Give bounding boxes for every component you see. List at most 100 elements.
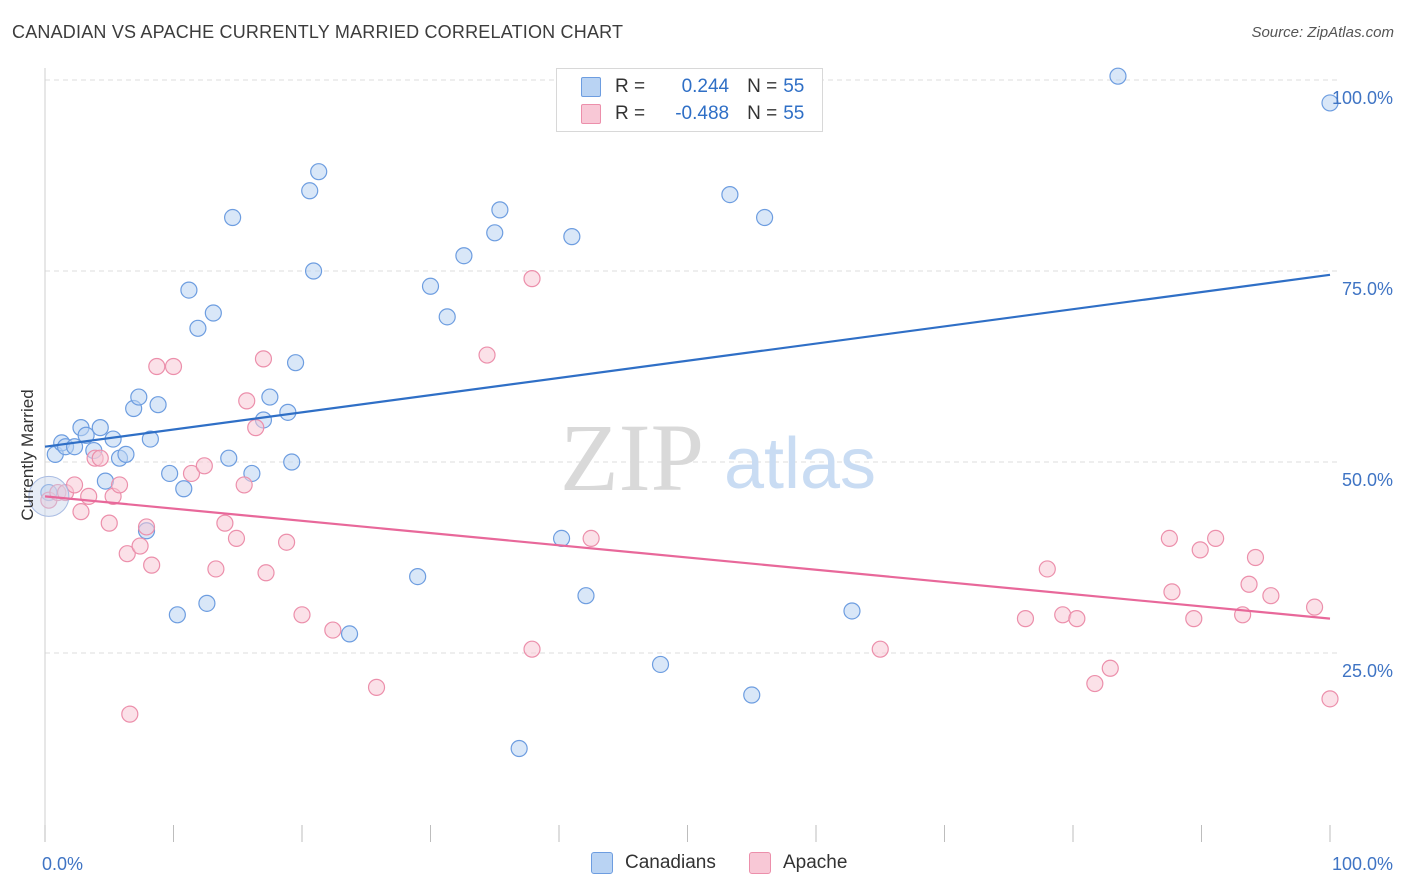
- canadians-point: [577, 587, 595, 605]
- trend-layer: [44, 273, 1331, 620]
- apache-point: [523, 270, 541, 288]
- apache-point: [1038, 560, 1056, 578]
- apache-point: [871, 640, 889, 658]
- canadians-swatch: [581, 77, 601, 97]
- canadians-point: [455, 247, 473, 265]
- apache-point: [65, 476, 84, 494]
- tick-label-layer: 25.0% 50.0% 75.0% 100.0% 0.0% 100.0%: [42, 88, 1393, 874]
- canadians-point: [651, 655, 670, 674]
- apache-point: [164, 357, 183, 376]
- canadians-point: [283, 453, 301, 471]
- y-tick-label: 25.0%: [1342, 661, 1393, 681]
- n-value-apache: 55: [783, 103, 805, 124]
- canadians-point: [491, 201, 509, 219]
- legend-label-canadians: Canadians: [625, 852, 716, 873]
- canadians-point: [96, 472, 114, 490]
- canadians-point: [130, 388, 148, 406]
- apache-point: [367, 678, 386, 696]
- source-note: Source: ZipAtlas.com: [1251, 24, 1394, 41]
- apache-point: [1054, 606, 1072, 624]
- canadians-point: [304, 262, 323, 280]
- canadians-trend-line: [44, 273, 1331, 448]
- axis-layer: [44, 68, 1331, 842]
- series-legend: Canadians Apache: [0, 852, 1406, 878]
- canadians-point: [149, 396, 167, 414]
- apache-point: [1185, 610, 1203, 628]
- apache-swatch: [581, 104, 601, 124]
- apache-point: [1101, 659, 1119, 677]
- y-tick-label: 75.0%: [1342, 279, 1393, 299]
- correlation-legend: R = 0.244 N = 55 R = -0.488 N = 55: [556, 68, 823, 132]
- canadians-point: [310, 163, 328, 181]
- canadians-point: [91, 419, 109, 437]
- apache-point: [207, 560, 225, 578]
- apache-point: [1068, 610, 1086, 628]
- apache-point: [324, 621, 342, 639]
- apache-point: [216, 514, 234, 532]
- canadians-point: [224, 208, 242, 227]
- canadians-point: [1109, 67, 1127, 85]
- canadians-point: [175, 480, 193, 498]
- n-label: N =: [747, 103, 778, 124]
- r-label: R =: [615, 103, 646, 124]
- apache-point: [148, 357, 166, 376]
- apache-point: [238, 392, 256, 410]
- apache-point: [1207, 529, 1225, 548]
- canadians-point: [340, 625, 359, 643]
- apache-point: [195, 457, 213, 475]
- canadians-point: [117, 445, 135, 463]
- r-label: R =: [615, 76, 646, 97]
- y-tick-label: 50.0%: [1342, 470, 1393, 490]
- apache-point: [91, 449, 109, 467]
- apache-point: [100, 514, 118, 532]
- canadians-point: [141, 430, 159, 448]
- apache-point: [254, 350, 273, 368]
- canadians-point: [409, 567, 427, 586]
- x-tick-label-min: 0.0%: [42, 854, 83, 874]
- x-tick-label-max: 100.0%: [1332, 854, 1393, 874]
- canadians-point: [77, 426, 95, 444]
- apache-point: [1163, 583, 1181, 601]
- canadians-point: [161, 464, 179, 483]
- n-value-canadians: 55: [783, 76, 805, 97]
- apache-point: [1191, 541, 1209, 559]
- canadians-point: [261, 388, 279, 406]
- legend-row-canadians: R = 0.244 N = 55: [581, 74, 804, 100]
- apache-point: [131, 537, 149, 555]
- watermark-zip: ZIP: [560, 404, 704, 511]
- apache-point: [582, 529, 600, 548]
- canadians-point: [721, 186, 739, 204]
- legend-item-apache[interactable]: Apache: [749, 852, 847, 874]
- apache-point: [1240, 575, 1258, 593]
- n-label: N =: [747, 76, 778, 97]
- apache-point: [1086, 674, 1104, 693]
- y-tick-label: 100.0%: [1332, 88, 1393, 108]
- apache-point: [478, 346, 496, 364]
- apache-point: [137, 518, 156, 536]
- apache-point: [110, 476, 129, 494]
- legend-item-canadians[interactable]: Canadians: [591, 852, 716, 874]
- canadians-point: [438, 308, 456, 326]
- canadians-point: [220, 449, 238, 467]
- canadians-legend-swatch: [591, 852, 613, 874]
- r-value-apache: -0.488: [675, 103, 730, 124]
- canadians-point: [204, 304, 222, 322]
- apache-point: [1246, 548, 1265, 567]
- watermark: ZIP atlas: [560, 404, 876, 511]
- canadians-point: [486, 224, 504, 242]
- apache-point: [523, 640, 541, 658]
- r-value-canadians: 0.244: [681, 76, 730, 97]
- apache-point: [118, 545, 136, 563]
- apache-point: [182, 464, 201, 483]
- apache-point: [143, 556, 161, 574]
- canadians-point: [180, 281, 198, 299]
- chart-title: CANADIAN VS APACHE CURRENTLY MARRIED COR…: [12, 22, 624, 42]
- apache-trend-line: [44, 495, 1331, 620]
- canadians-point: [286, 354, 305, 372]
- canadians-point: [755, 208, 774, 227]
- apache-point: [1305, 598, 1324, 616]
- canadians-point: [1321, 94, 1339, 112]
- canadians-point: [189, 319, 207, 337]
- apache-point: [121, 705, 139, 723]
